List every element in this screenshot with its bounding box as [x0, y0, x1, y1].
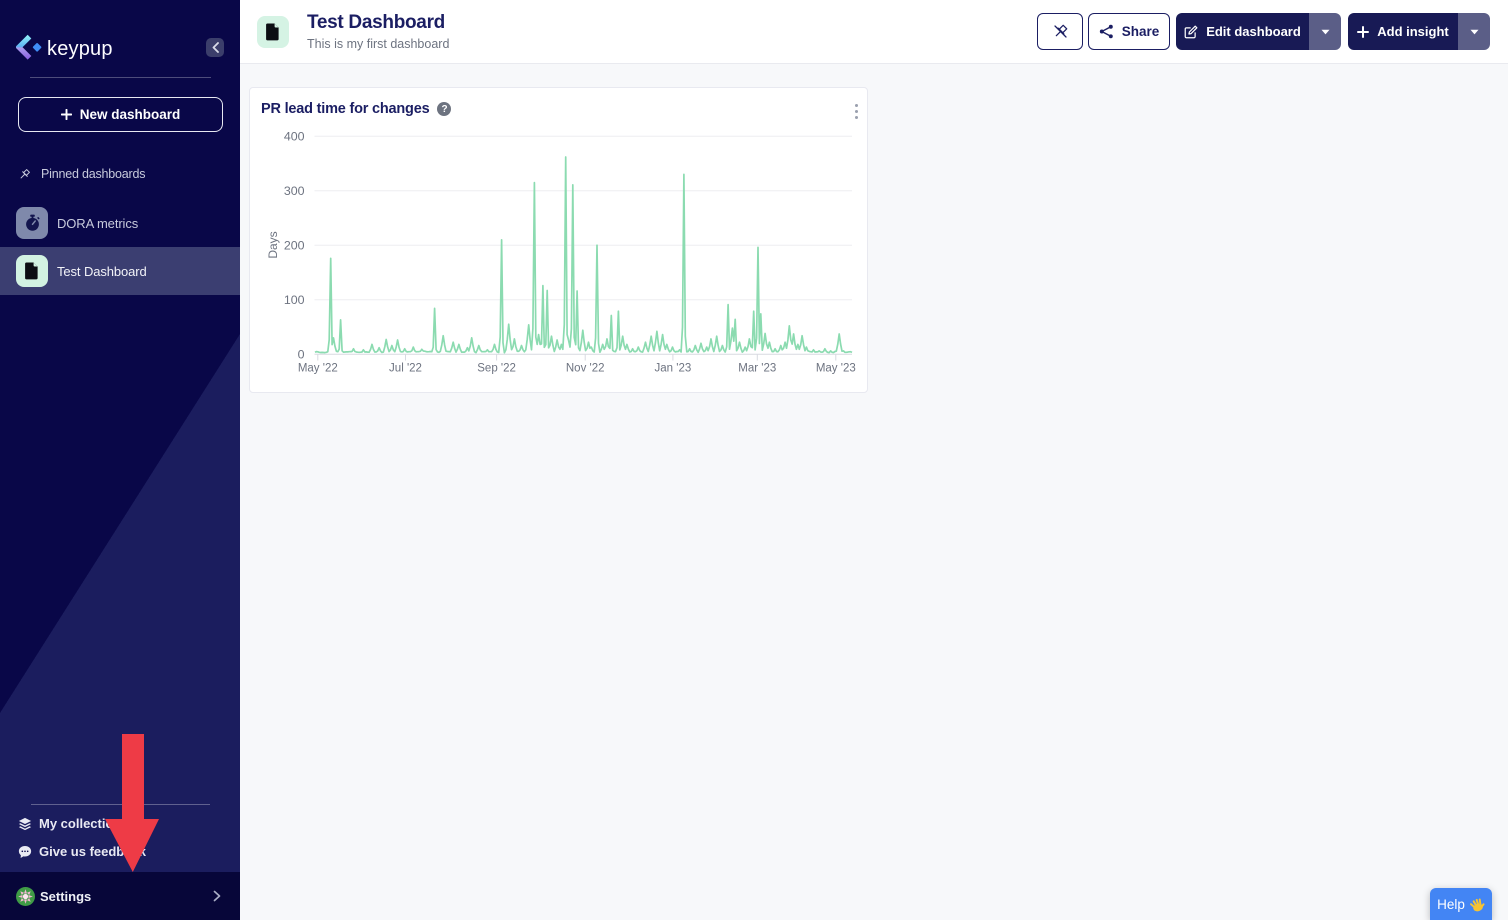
svg-text:300: 300 — [284, 184, 305, 198]
svg-text:400: 400 — [284, 130, 305, 144]
svg-text:Sep '22: Sep '22 — [477, 363, 516, 375]
svg-text:0: 0 — [298, 348, 305, 362]
svg-text:May '23: May '23 — [816, 363, 856, 375]
svg-text:Nov '22: Nov '22 — [566, 363, 605, 375]
svg-text:Mar '23: Mar '23 — [738, 363, 776, 375]
svg-text:Jan '23: Jan '23 — [655, 363, 692, 375]
svg-text:Jul '22: Jul '22 — [389, 363, 422, 375]
svg-text:200: 200 — [284, 239, 305, 253]
svg-text:Days: Days — [266, 231, 280, 258]
svg-text:May '22: May '22 — [298, 363, 338, 375]
svg-text:100: 100 — [284, 293, 305, 307]
